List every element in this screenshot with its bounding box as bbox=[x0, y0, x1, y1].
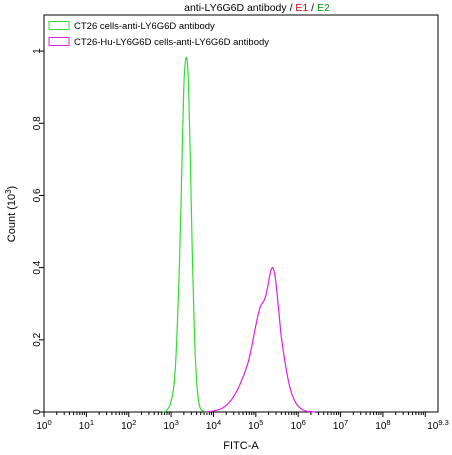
plot-frame bbox=[43, 14, 439, 413]
x-tick-exp: 6 bbox=[302, 418, 306, 427]
x-tick-base: 10 bbox=[79, 421, 91, 432]
y-axis-label: Count (103) bbox=[4, 186, 18, 242]
y-axis-label-end: ) bbox=[6, 186, 18, 190]
x-tick-base: 10 bbox=[36, 421, 48, 432]
x-axis-label: FITC-A bbox=[223, 440, 259, 452]
title-sep-2: / bbox=[308, 2, 317, 14]
title-prefix: anti-LY6G6D antibody bbox=[184, 2, 287, 14]
y-tick-label: 0.2 bbox=[32, 332, 43, 346]
series-layer bbox=[162, 56, 316, 413]
x-tick-label: 108 bbox=[375, 418, 390, 432]
x-tick-exp: 7 bbox=[344, 418, 348, 427]
x-tick-exp: 5 bbox=[259, 418, 263, 427]
x-tick-label: 105 bbox=[248, 418, 263, 432]
x-tick-label: 102 bbox=[121, 418, 136, 432]
y-tick-label: 0.4 bbox=[32, 260, 43, 274]
x-tick-exp: 4 bbox=[217, 418, 221, 427]
x-tick-label: 107 bbox=[333, 418, 348, 432]
legend-swatch-ct26-hu bbox=[48, 37, 70, 46]
x-tick-exp: 1 bbox=[90, 418, 94, 427]
chart-title: anti-LY6G6D antibody / E1 / E2 bbox=[184, 2, 330, 14]
x-tick-exp: 8 bbox=[386, 418, 390, 427]
y-tick-label: 1 bbox=[32, 48, 43, 54]
y-tick-label: 0.8 bbox=[32, 116, 43, 130]
legend: CT26 cells-anti-LY6G6D antibody CT26-Hu-… bbox=[48, 21, 269, 48]
y-tick-label: 0.6 bbox=[32, 188, 43, 202]
x-tick-exp: 0 bbox=[47, 418, 51, 427]
x-tick-base: 10 bbox=[206, 421, 218, 432]
title-sep-1: / bbox=[287, 2, 296, 14]
legend-label-ct26-hu: CT26-Hu-LY6G6D cells-anti-LY6G6D antibod… bbox=[74, 37, 269, 48]
y-axis-label-main: Count (10 bbox=[6, 194, 18, 242]
x-tick-label: 104 bbox=[206, 418, 221, 432]
x-tick-base: 10 bbox=[375, 421, 387, 432]
legend-label-ct26: CT26 cells-anti-LY6G6D antibody bbox=[74, 21, 215, 32]
series-line-ct26-hu bbox=[204, 266, 316, 413]
title-e2: E2 bbox=[317, 2, 330, 14]
x-tick-label: 109.3 bbox=[427, 418, 449, 432]
x-tick-exp: 9.3 bbox=[438, 418, 448, 427]
x-tick-base: 10 bbox=[427, 421, 439, 432]
y-axis-label-exp: 3 bbox=[4, 189, 13, 194]
x-tick-label: 103 bbox=[163, 418, 178, 432]
x-tick-base: 10 bbox=[333, 421, 345, 432]
x-tick-label: 101 bbox=[79, 418, 94, 432]
x-tick-label: 106 bbox=[291, 418, 306, 432]
x-tick-label: 100 bbox=[36, 418, 51, 432]
x-tick-base: 10 bbox=[121, 421, 133, 432]
series-line-ct26 bbox=[162, 56, 210, 413]
x-tick-base: 10 bbox=[291, 421, 303, 432]
title-e1: E1 bbox=[295, 2, 308, 14]
x-tick-exp: 2 bbox=[132, 418, 136, 427]
x-tick-exp: 3 bbox=[175, 418, 179, 427]
y-tick-label: 0 bbox=[32, 409, 43, 415]
legend-swatch-ct26 bbox=[48, 21, 70, 30]
x-tick-base: 10 bbox=[248, 421, 260, 432]
x-tick-base: 10 bbox=[163, 421, 175, 432]
